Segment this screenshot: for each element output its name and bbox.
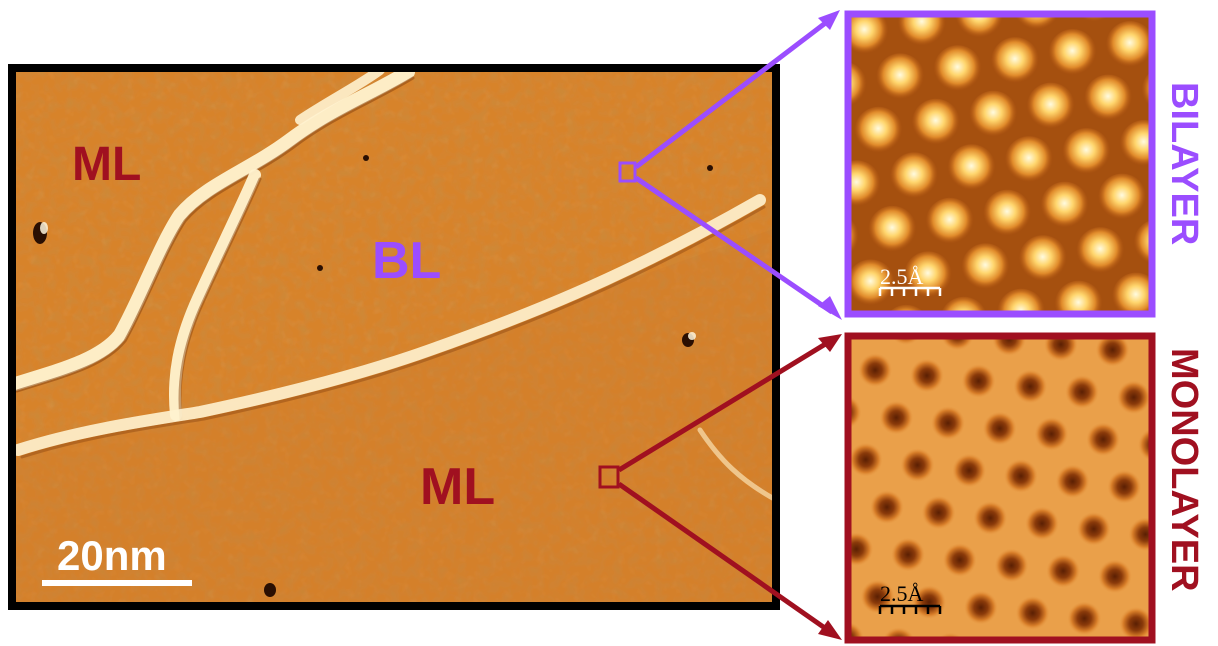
region-label-bl: BL: [372, 232, 441, 290]
bilayer-arrowhead-top: [818, 10, 840, 30]
bilayer-scale-label: 2.5Å: [880, 264, 924, 289]
monolayer-region-marker: [598, 465, 620, 489]
bilayer-arrowhead-bottom: [818, 296, 842, 320]
step-edges: [12, 68, 776, 503]
bilayer-inset: 2.5Å: [844, 10, 1156, 318]
monolayer-arrowhead-top: [818, 334, 842, 352]
region-label-ml-top: ML: [72, 138, 141, 191]
bilayer-region-marker: [618, 161, 637, 183]
monolayer-scale-label: 2.5Å: [880, 581, 924, 606]
bilayer-scale-bar: [878, 286, 942, 296]
monolayer-inset: 2.5Å: [844, 332, 1156, 644]
bilayer-connectors: [634, 16, 834, 315]
region-label-ml-bottom: ML: [420, 458, 495, 516]
monolayer-connectors: [617, 337, 834, 636]
main-scale-bar-label: 20nm: [57, 532, 167, 579]
monolayer-arrowhead-bottom: [818, 620, 842, 640]
monolayer-scale-bar: [878, 604, 942, 614]
surface-defects: [33, 155, 713, 597]
main-image-frame: [8, 64, 780, 610]
bilayer-side-label: BILAYER: [1163, 82, 1205, 245]
monolayer-side-label: MONOLAYER: [1163, 348, 1205, 592]
